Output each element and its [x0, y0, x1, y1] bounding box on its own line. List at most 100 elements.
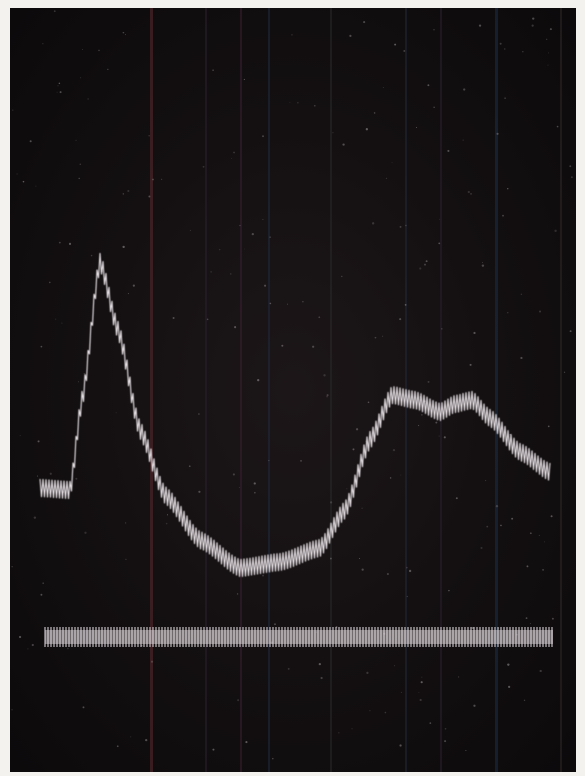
- speck: [400, 474, 402, 476]
- speck: [427, 380, 430, 383]
- speck: [198, 490, 201, 493]
- speck: [469, 363, 472, 366]
- speck: [287, 303, 289, 305]
- speck: [547, 425, 550, 428]
- speck: [526, 565, 529, 568]
- speck: [556, 125, 559, 128]
- speck: [332, 132, 334, 134]
- speck: [33, 516, 37, 519]
- speck: [424, 263, 426, 266]
- speck: [467, 190, 470, 194]
- speck: [485, 480, 487, 482]
- speck: [478, 24, 482, 27]
- speck: [415, 126, 417, 128]
- speck: [329, 501, 333, 504]
- speck: [132, 284, 135, 287]
- speck: [291, 34, 293, 36]
- speck: [470, 193, 472, 195]
- speck: [520, 293, 523, 296]
- speck: [234, 326, 237, 329]
- speck: [438, 435, 440, 437]
- speck: [520, 356, 523, 360]
- speck: [569, 165, 572, 168]
- speck: [420, 681, 423, 684]
- film-specks: [11, 10, 573, 760]
- speck: [386, 572, 389, 576]
- speck: [338, 732, 340, 734]
- speck: [532, 17, 535, 20]
- speck: [389, 477, 392, 479]
- speck: [274, 623, 276, 626]
- speck: [367, 401, 370, 404]
- speck: [98, 49, 100, 52]
- speck: [455, 497, 458, 500]
- speck: [384, 711, 387, 714]
- speck: [444, 727, 447, 730]
- speck: [238, 487, 240, 488]
- speck: [406, 595, 408, 598]
- speck: [68, 242, 72, 245]
- speck: [302, 300, 304, 303]
- speck: [507, 188, 509, 190]
- speck: [57, 85, 59, 87]
- stripe: [330, 8, 332, 772]
- speck: [243, 78, 245, 81]
- speck: [473, 704, 476, 707]
- speck: [329, 557, 332, 560]
- speck: [251, 232, 254, 236]
- speck: [504, 48, 506, 50]
- speck: [148, 135, 150, 137]
- speck: [373, 112, 376, 114]
- speck: [82, 706, 85, 709]
- speck: [529, 623, 531, 625]
- speck: [539, 669, 542, 673]
- speck: [272, 757, 274, 760]
- speck: [124, 34, 126, 36]
- speck: [408, 569, 412, 573]
- speck: [189, 229, 191, 231]
- speck: [257, 378, 260, 382]
- speck: [11, 565, 13, 568]
- speck: [236, 593, 239, 595]
- speck: [83, 372, 86, 375]
- speck: [127, 189, 130, 193]
- speck: [35, 185, 37, 187]
- speck: [230, 158, 232, 160]
- speck: [239, 224, 241, 227]
- speck: [75, 139, 77, 141]
- speck: [444, 740, 447, 743]
- speck: [361, 507, 363, 509]
- speck: [511, 517, 514, 520]
- speck: [206, 318, 209, 321]
- speck: [116, 745, 119, 748]
- speck: [166, 514, 169, 516]
- speck: [212, 69, 214, 71]
- speck: [404, 304, 407, 306]
- speck: [403, 50, 406, 52]
- speck: [313, 104, 316, 107]
- stripe: [268, 8, 270, 772]
- speck: [125, 522, 127, 524]
- speck: [232, 473, 235, 476]
- speck: [269, 302, 272, 305]
- speck: [508, 685, 511, 688]
- speck: [253, 482, 256, 485]
- speck: [523, 699, 526, 702]
- speck: [233, 151, 235, 154]
- speck: [262, 135, 264, 138]
- speck: [399, 744, 402, 747]
- speck: [318, 662, 321, 666]
- speck: [107, 68, 109, 70]
- speck: [318, 316, 321, 319]
- speck: [150, 660, 154, 663]
- speck: [218, 248, 221, 251]
- speck: [531, 24, 534, 27]
- speck: [538, 534, 540, 536]
- speck: [75, 477, 78, 480]
- speck: [355, 428, 359, 431]
- speck: [363, 21, 366, 24]
- speck: [122, 193, 125, 195]
- screen: [10, 8, 576, 772]
- speck: [245, 741, 248, 744]
